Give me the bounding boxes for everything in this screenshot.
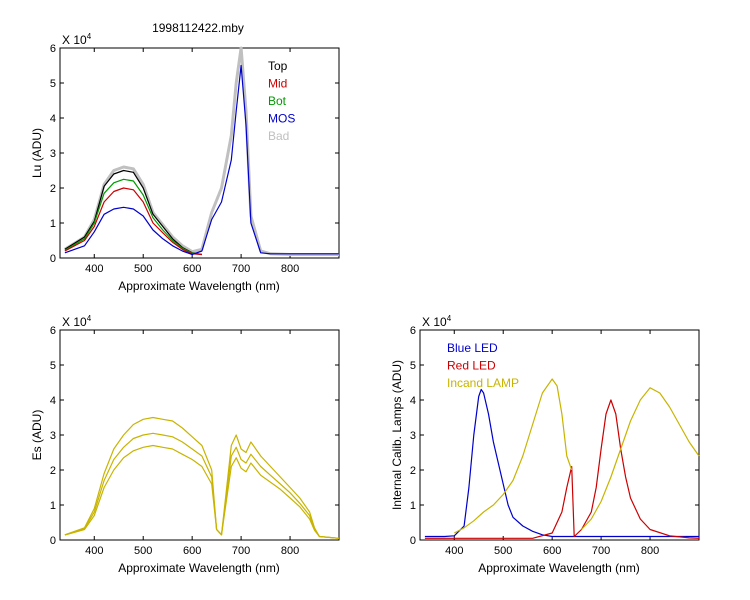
es-exponent-base: X 10 [62,315,87,329]
y-tick-label: 4 [410,395,416,407]
series-line-top [64,169,203,256]
lu-exponent-base: X 10 [62,33,87,47]
lu-exponent-label: X 104 [62,32,92,47]
calib-legend: Blue LED Red LED Incand LAMP [447,341,519,390]
y-tick-label: 6 [50,43,56,55]
y-tick-label: 5 [50,360,56,372]
lu-legend: Top Mid Bot MOS Bad [268,59,295,143]
lu-chart: 400 500 600 700 800 0 1 2 3 4 5 6 Top Mid Bot MOS Bad X… [30,32,340,293]
legend-entry-mos: MOS [268,112,295,126]
y-tick-label: 0 [410,535,416,547]
x-tick-label: 500 [494,545,512,557]
series-line-blue-led [424,388,699,538]
legend-entry-mid: Mid [268,77,287,91]
y-tick-label: 2 [410,465,416,477]
lu-x-axis-label: Approximate Wavelength (nm) [118,279,280,293]
lu-y-axis-label: Lu (ADU) [30,128,44,178]
es-axis-ticks: 400 500 600 700 800 0 1 2 3 4 5 6 [50,325,339,557]
y-tick-label: 4 [50,113,56,125]
x-tick-label: 400 [85,545,103,557]
figure-title: 1998112422.mby [152,21,244,35]
y-tick-label: 1 [50,500,56,512]
y-tick-label: 2 [50,465,56,477]
y-tick-label: 3 [50,148,56,160]
x-tick-label: 700 [232,263,250,275]
x-tick-label: 800 [281,545,299,557]
x-tick-label: 600 [183,263,201,275]
es-series-group [64,416,340,539]
x-tick-label: 400 [445,545,463,557]
x-tick-label: 700 [592,545,610,557]
calib-exponent-base: X 10 [422,315,447,329]
series-line-es-1 [64,432,340,539]
series-line-incand-lamp [454,378,573,534]
y-tick-label: 6 [410,325,416,337]
x-tick-label: 500 [134,545,152,557]
y-tick-label: 1 [50,218,56,230]
legend-entry-blue-led: Blue LED [447,341,498,355]
y-tick-label: 3 [50,430,56,442]
legend-entry-bot: Bot [268,94,287,108]
legend-entry-bad: Bad [268,129,289,143]
calib-series-group [424,378,700,539]
calib-exponent-power: 4 [447,314,452,323]
calib-y-axis-label: Internal Calib. Lamps (ADU) [390,360,404,510]
x-tick-label: 400 [85,263,103,275]
x-tick-label: 500 [134,263,152,275]
lu-plot-frame [59,47,340,259]
series-line-bad [64,46,339,256]
x-tick-label: 800 [641,545,659,557]
y-tick-label: 5 [50,78,56,90]
calib-axis-ticks: 400 500 600 700 800 0 1 2 3 4 5 6 [410,325,699,557]
y-tick-label: 0 [50,253,56,265]
calib-x-axis-label: Approximate Wavelength (nm) [478,561,640,575]
x-tick-label: 700 [232,545,250,557]
lu-exponent-power: 4 [87,32,92,41]
y-tick-label: 2 [50,183,56,195]
series-line-mid [64,187,202,256]
y-tick-label: 5 [410,360,416,372]
series-line-red-led [424,399,700,539]
y-tick-label: 3 [410,430,416,442]
series-line-es-2 [64,444,340,539]
y-tick-label: 6 [50,325,56,337]
es-x-axis-label: Approximate Wavelength (nm) [118,561,280,575]
calib-exponent-label: X 104 [422,314,452,329]
lu-axis-ticks: 400 500 600 700 800 0 1 2 3 4 5 6 [50,43,339,275]
series-line-es-0 [64,416,340,539]
y-tick-label: 1 [410,500,416,512]
legend-entry-red-led: Red LED [447,359,496,373]
x-tick-label: 800 [281,263,299,275]
legend-entry-incand-lamp: Incand LAMP [447,376,519,390]
series-line-mos [64,64,339,256]
es-exponent-label: X 104 [62,314,92,329]
calib-chart: 400 500 600 700 800 0 1 2 3 4 5 6 Blue LED Red LED In… [390,314,700,575]
es-plot-frame [59,329,340,541]
series-line-incand-lamp [581,387,700,530]
es-exponent-power: 4 [87,314,92,323]
lu-series-group [64,46,339,256]
y-tick-label: 0 [50,535,56,547]
x-tick-label: 600 [543,545,561,557]
y-tick-label: 4 [50,395,56,407]
es-y-axis-label: Es (ADU) [30,410,44,461]
series-line-bot [64,178,202,256]
legend-entry-top: Top [268,59,288,73]
x-tick-label: 600 [183,545,201,557]
